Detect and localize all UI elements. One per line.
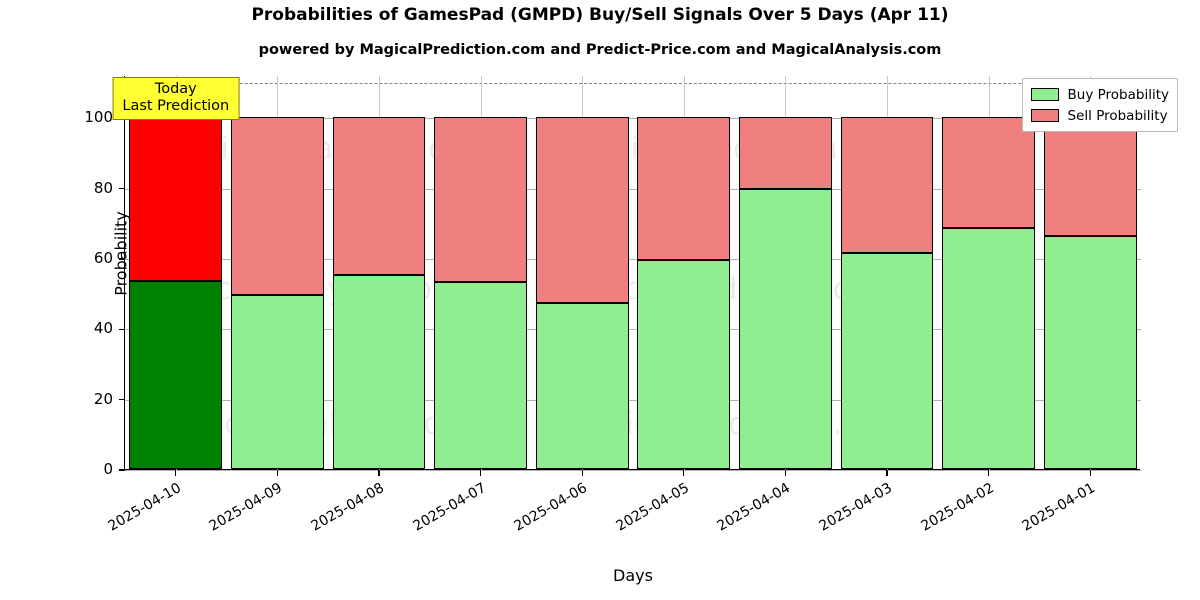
- y-tick-mark: [119, 469, 125, 471]
- x-tick-label: 2025-04-02: [918, 480, 997, 535]
- x-tick-label: 2025-04-01: [1019, 480, 1099, 535]
- bar-segment-buy[interactable]: [738, 188, 832, 469]
- reference-dashed-line: [125, 83, 1141, 85]
- x-tick-mark: [276, 470, 279, 476]
- bar-segment-sell[interactable]: [332, 117, 426, 275]
- bar-group[interactable]: [840, 75, 934, 469]
- x-tick-label: 2025-04-04: [714, 480, 794, 535]
- y-tick-label: 60: [93, 248, 113, 267]
- chart-subtitle: powered by MagicalPrediction.com and Pre…: [258, 42, 942, 58]
- bar-group[interactable]: [535, 75, 629, 469]
- y-gridline: [125, 470, 1141, 471]
- y-tick-mark: [119, 258, 125, 260]
- y-tick-label: 80: [93, 178, 113, 197]
- legend-swatch-icon: [1030, 109, 1059, 122]
- x-tick-mark: [581, 470, 583, 476]
- bar-group[interactable]: [332, 75, 426, 469]
- y-tick-label: 100: [84, 108, 113, 127]
- x-tick-mark: [683, 470, 685, 476]
- x-tick-label: 2025-04-10: [105, 480, 184, 535]
- bar-group[interactable]: [738, 75, 832, 469]
- x-tick-mark: [175, 470, 177, 476]
- x-axis-label: Days: [613, 566, 653, 585]
- y-gridline: [125, 399, 1141, 401]
- x-tick-mark: [1089, 470, 1091, 476]
- bar-segment-sell[interactable]: [1043, 117, 1137, 237]
- bar-segment-sell[interactable]: [535, 117, 629, 303]
- y-tick-mark: [119, 328, 125, 330]
- bar-segment-sell[interactable]: [434, 117, 528, 282]
- bar-segment-buy[interactable]: [332, 274, 426, 469]
- y-tick-label: 40: [93, 319, 113, 338]
- legend-item[interactable]: Buy Probability: [1030, 84, 1169, 105]
- bar-segment-buy[interactable]: [230, 294, 324, 469]
- x-tick-label: 2025-04-06: [511, 480, 591, 535]
- y-tick-label: 20: [93, 389, 113, 408]
- bar-group[interactable]: [637, 75, 731, 469]
- y-gridline: [125, 258, 1141, 260]
- x-tick-mark: [378, 470, 380, 476]
- y-gridline: [125, 118, 1141, 120]
- legend-label: Sell Probability: [1067, 107, 1168, 124]
- x-tick-label: 2025-04-09: [206, 480, 286, 535]
- x-tick-mark: [987, 470, 990, 476]
- bar-segment-buy[interactable]: [942, 228, 1036, 469]
- legend-item[interactable]: Sell Probability: [1030, 105, 1169, 126]
- bar-segment-buy[interactable]: [637, 260, 731, 469]
- y-tick-mark: [119, 398, 125, 401]
- chart-title: Probabilities of GamesPad (GMPD) Buy/Sel…: [251, 5, 949, 25]
- bar-group[interactable]: [129, 75, 223, 469]
- y-gridline: [125, 329, 1141, 331]
- x-tick-label: 2025-04-08: [308, 480, 387, 535]
- bar-group[interactable]: [230, 75, 324, 469]
- bar-segment-sell[interactable]: [738, 117, 832, 189]
- x-tick-label: 2025-04-07: [410, 480, 489, 535]
- callout-line-last-prediction: Last Prediction: [122, 98, 230, 115]
- bar-group[interactable]: [942, 75, 1036, 469]
- x-tick-label: 2025-04-05: [613, 480, 692, 535]
- bar-segment-sell[interactable]: [230, 117, 324, 295]
- x-tick-mark: [479, 470, 482, 476]
- bar-segment-buy[interactable]: [840, 252, 934, 469]
- bar-segment-buy[interactable]: [535, 302, 629, 469]
- bar-segment-buy[interactable]: [434, 281, 528, 469]
- chart-legend: Buy Probability Sell Probability: [1021, 78, 1178, 132]
- y-tick-label: 0: [103, 460, 113, 478]
- plot-area: MagicalAnalysis.comMagicalPrediction.com…: [84, 75, 1141, 585]
- legend-swatch-icon: [1030, 88, 1059, 101]
- y-tick-mark: [119, 187, 125, 190]
- today-last-prediction-callout: Today Last Prediction: [112, 77, 240, 121]
- y-axis-label: Probability: [111, 211, 131, 296]
- bar-group[interactable]: [434, 75, 528, 469]
- bar-segment-buy[interactable]: [129, 280, 223, 469]
- bar-segment-sell[interactable]: [129, 117, 223, 281]
- x-tick-mark: [886, 470, 888, 476]
- bar-group[interactable]: [1043, 75, 1137, 469]
- callout-line-today: Today: [154, 81, 197, 97]
- bar-segment-sell[interactable]: [942, 117, 1036, 229]
- legend-label: Buy Probability: [1067, 86, 1169, 103]
- x-tick-mark: [784, 470, 787, 476]
- y-gridline: [125, 188, 1141, 190]
- plot-inner: MagicalAnalysis.comMagicalPrediction.com…: [84, 75, 1141, 535]
- bar-segment-sell[interactable]: [840, 117, 934, 253]
- bar-segment-buy[interactable]: [1043, 236, 1137, 469]
- bar-segment-sell[interactable]: [637, 117, 731, 261]
- x-tick-label: 2025-04-03: [816, 480, 895, 535]
